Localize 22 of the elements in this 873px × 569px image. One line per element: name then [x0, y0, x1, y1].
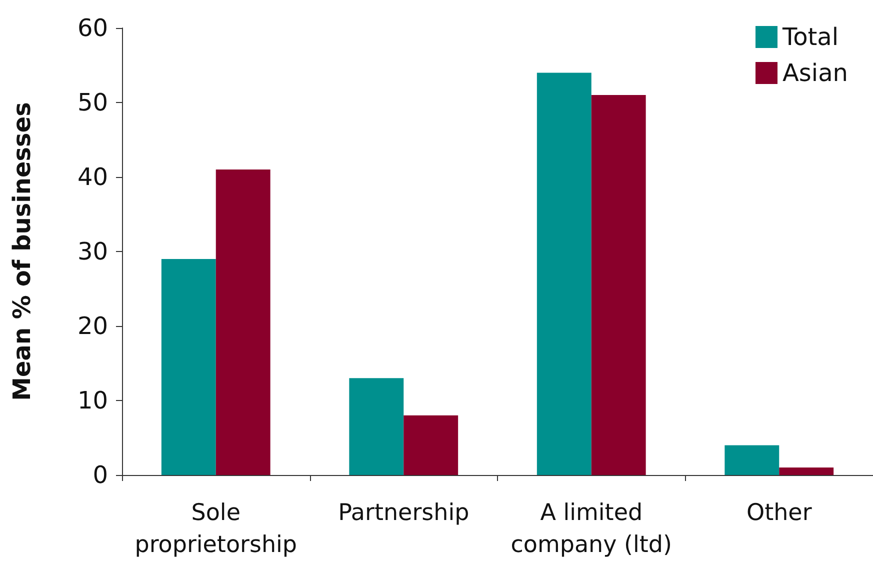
- y-tick-label: 60: [77, 14, 108, 42]
- y-tick-label: 10: [77, 386, 108, 414]
- y-axis-title: Mean % of businesses: [8, 102, 36, 401]
- bar: [349, 378, 404, 475]
- x-tick-label: A limited company (ltd): [510, 500, 672, 558]
- y-tick-label: 0: [92, 461, 108, 489]
- x-tick-label: Other: [746, 500, 812, 526]
- legend-label: Total: [781, 23, 839, 51]
- bar: [779, 468, 834, 475]
- y-tick-label: 50: [77, 88, 108, 116]
- bar: [216, 170, 270, 475]
- bar: [161, 258, 216, 475]
- legend-label: Asian: [782, 59, 848, 87]
- bar: [404, 415, 458, 475]
- bar: [724, 445, 780, 475]
- y-tick-label: 30: [77, 238, 108, 266]
- y-tick-label: 20: [77, 312, 108, 340]
- x-tick-label: Sole proprietorship: [134, 500, 298, 558]
- x-tick-label: Partnership: [338, 500, 470, 526]
- bar: [536, 72, 592, 475]
- y-tick-label: 40: [77, 163, 108, 191]
- bar: [591, 95, 646, 475]
